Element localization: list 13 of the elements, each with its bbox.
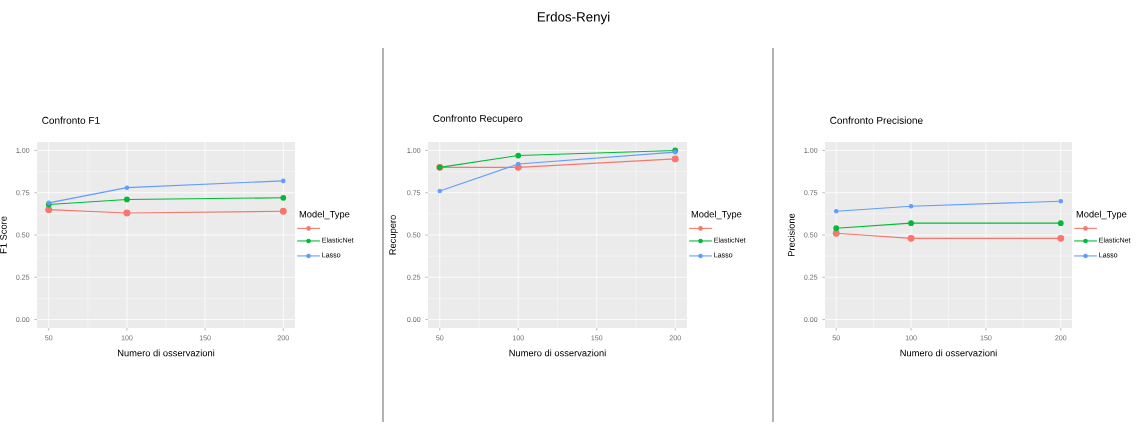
y-axis-title: F1 Score (0, 216, 7, 254)
legend-title: Model_Type (1076, 210, 1127, 220)
x-axis-title: Numero di osservazioni (509, 349, 606, 357)
chart-title: Confronto F1 (42, 116, 100, 124)
legend-title: Model_Type (691, 210, 742, 220)
chart-title: Confronto Recupero (433, 114, 523, 124)
y-axis-title: Precisione (787, 213, 795, 256)
legend-title: Model_Type (299, 210, 350, 220)
x-axis-title: Numero di osservazioni (900, 349, 997, 357)
text: Erdos-Renyi (537, 11, 610, 25)
chart-title: Confronto Precisione (830, 116, 923, 124)
y-axis-title: Recupero (389, 215, 398, 255)
x-axis-title: Numero di osservazioni (118, 349, 215, 357)
